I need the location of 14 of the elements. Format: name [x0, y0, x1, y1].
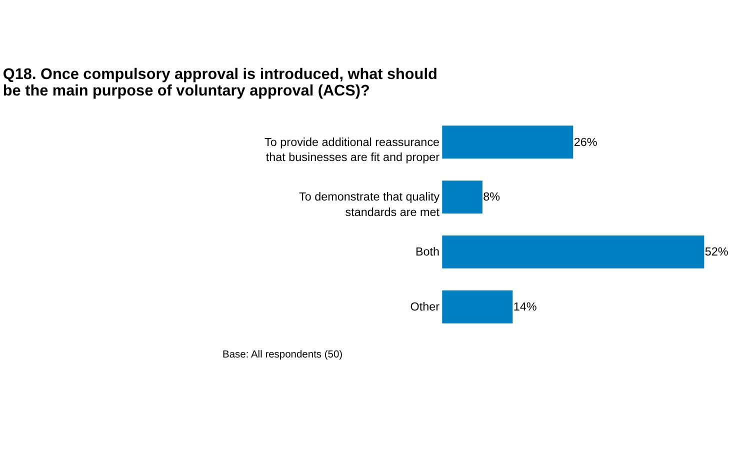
bar	[442, 235, 704, 268]
data-label: 8%	[483, 190, 500, 204]
y-tick-label: To provide additional reassurance that businesses are fit and proper	[264, 136, 440, 164]
data-label: 14%	[513, 300, 537, 314]
data-label: 26%	[574, 136, 598, 149]
data-label: 52%	[704, 246, 728, 259]
text: Q18. Once compulsory approval is introduced, what should be the main purpose of voluntary approval (ACS)?	[2, 66, 438, 100]
bar	[442, 290, 513, 324]
y-tick-label: Both	[415, 246, 440, 259]
y-tick-label: Other	[410, 300, 440, 314]
bar	[442, 126, 574, 159]
y-tick-label: To demonstrate that quality standards are met	[299, 190, 440, 220]
text: Base: All respondents (50)	[222, 350, 343, 361]
bar	[442, 180, 482, 214]
